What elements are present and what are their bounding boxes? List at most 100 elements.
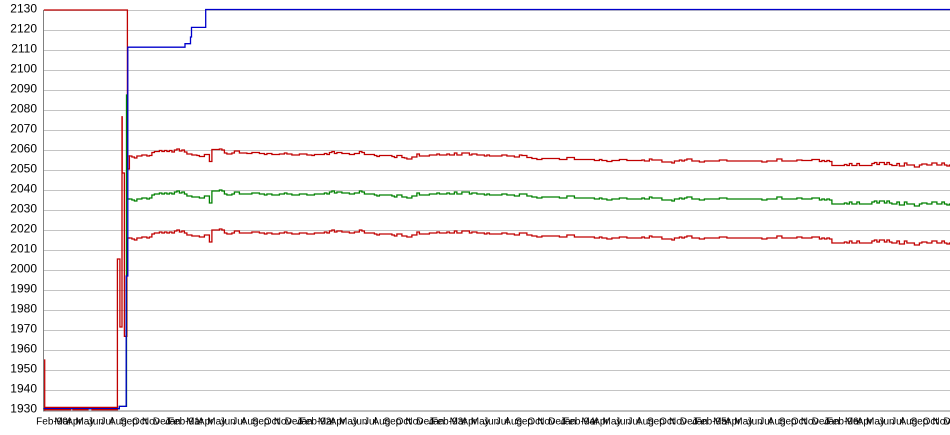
svg-text:Jan: Jan xyxy=(824,417,840,428)
svg-text:Mar: Mar xyxy=(54,417,72,428)
svg-text:Apr: Apr xyxy=(66,417,82,428)
svg-text:Jan: Jan xyxy=(296,417,312,428)
svg-text:2070: 2070 xyxy=(10,122,37,136)
svg-text:Jun: Jun xyxy=(220,417,236,428)
svg-text:2060: 2060 xyxy=(10,142,37,156)
svg-text:2030: 2030 xyxy=(10,202,37,216)
svg-text:Jun: Jun xyxy=(88,417,104,428)
svg-text:Sep: Sep xyxy=(911,417,929,428)
svg-text:Jan: Jan xyxy=(165,417,181,428)
svg-text:May: May xyxy=(75,417,94,428)
svg-text:Jul: Jul xyxy=(759,417,772,428)
svg-text:Jul: Jul xyxy=(628,417,641,428)
svg-text:Apr: Apr xyxy=(857,417,873,428)
svg-text:Jul: Jul xyxy=(101,417,114,428)
svg-text:Oct: Oct xyxy=(132,417,148,428)
svg-text:May: May xyxy=(339,417,358,428)
svg-text:Sep: Sep xyxy=(252,417,270,428)
svg-text:2080: 2080 xyxy=(10,102,37,116)
svg-text:Feb-95: Feb-95 xyxy=(695,417,727,428)
svg-text:Mar: Mar xyxy=(845,417,863,428)
svg-text:Aug: Aug xyxy=(768,417,786,428)
svg-text:Feb-91: Feb-91 xyxy=(168,417,200,428)
svg-text:Jul: Jul xyxy=(232,417,245,428)
svg-text:Oct: Oct xyxy=(791,417,807,428)
svg-text:Dec: Dec xyxy=(680,417,698,428)
svg-text:2130: 2130 xyxy=(10,2,37,16)
svg-text:Mar: Mar xyxy=(186,417,204,428)
svg-text:Aug: Aug xyxy=(900,417,918,428)
svg-text:Aug: Aug xyxy=(241,417,259,428)
svg-text:Oct: Oct xyxy=(396,417,412,428)
svg-text:Oct: Oct xyxy=(659,417,675,428)
svg-text:Apr: Apr xyxy=(461,417,477,428)
svg-text:May: May xyxy=(207,417,226,428)
svg-text:Apr: Apr xyxy=(725,417,741,428)
svg-text:Apr: Apr xyxy=(330,417,346,428)
svg-text:Feb-96: Feb-96 xyxy=(827,417,859,428)
svg-text:Dec: Dec xyxy=(944,417,950,428)
svg-text:Feb-94: Feb-94 xyxy=(563,417,595,428)
svg-text:Mar: Mar xyxy=(713,417,731,428)
svg-text:Jan: Jan xyxy=(560,417,576,428)
svg-text:Apr: Apr xyxy=(198,417,214,428)
svg-text:May: May xyxy=(866,417,885,428)
svg-text:Oct: Oct xyxy=(264,417,280,428)
svg-text:Jan: Jan xyxy=(428,417,444,428)
svg-text:1970: 1970 xyxy=(10,322,37,336)
svg-text:Nov: Nov xyxy=(405,417,423,428)
svg-text:2020: 2020 xyxy=(10,222,37,236)
svg-text:2050: 2050 xyxy=(10,162,37,176)
svg-text:1990: 1990 xyxy=(10,282,37,296)
svg-text:Nov: Nov xyxy=(537,417,555,428)
svg-text:Mar: Mar xyxy=(581,417,599,428)
svg-text:Aug: Aug xyxy=(109,417,127,428)
svg-text:1950: 1950 xyxy=(10,362,37,376)
svg-text:May: May xyxy=(734,417,753,428)
svg-text:Nov: Nov xyxy=(933,417,950,428)
svg-text:Nov: Nov xyxy=(274,417,292,428)
svg-text:Dec: Dec xyxy=(548,417,566,428)
svg-text:1980: 1980 xyxy=(10,302,37,316)
svg-text:Dec: Dec xyxy=(285,417,303,428)
svg-text:Feb-92: Feb-92 xyxy=(300,417,332,428)
svg-text:Dec: Dec xyxy=(812,417,830,428)
svg-text:2010: 2010 xyxy=(10,242,37,256)
svg-text:Nov: Nov xyxy=(142,417,160,428)
svg-text:1940: 1940 xyxy=(10,382,37,396)
svg-text:Jul: Jul xyxy=(496,417,509,428)
svg-text:Sep: Sep xyxy=(515,417,533,428)
svg-text:Jun: Jun xyxy=(483,417,499,428)
svg-text:Mar: Mar xyxy=(450,417,468,428)
svg-text:Jul: Jul xyxy=(891,417,904,428)
svg-text:Jan: Jan xyxy=(692,417,708,428)
svg-text:Jun: Jun xyxy=(878,417,894,428)
svg-text:Dec: Dec xyxy=(416,417,434,428)
svg-text:Mar: Mar xyxy=(318,417,336,428)
svg-text:2100: 2100 xyxy=(10,62,37,76)
svg-text:Aug: Aug xyxy=(504,417,522,428)
svg-text:Aug: Aug xyxy=(373,417,391,428)
svg-text:May: May xyxy=(603,417,622,428)
svg-text:2120: 2120 xyxy=(10,22,37,36)
svg-text:Sep: Sep xyxy=(779,417,797,428)
svg-text:Jul: Jul xyxy=(364,417,377,428)
svg-text:Nov: Nov xyxy=(669,417,687,428)
svg-text:Apr: Apr xyxy=(593,417,609,428)
svg-text:Aug: Aug xyxy=(636,417,654,428)
svg-text:1960: 1960 xyxy=(10,342,37,356)
svg-text:Jun: Jun xyxy=(747,417,763,428)
svg-text:Jun: Jun xyxy=(615,417,631,428)
svg-text:2090: 2090 xyxy=(10,82,37,96)
svg-text:Sep: Sep xyxy=(120,417,138,428)
svg-text:May: May xyxy=(471,417,490,428)
svg-text:2040: 2040 xyxy=(10,182,37,196)
svg-text:Oct: Oct xyxy=(527,417,543,428)
svg-text:1930: 1930 xyxy=(10,402,37,416)
svg-text:Sep: Sep xyxy=(384,417,402,428)
svg-text:Jun: Jun xyxy=(351,417,367,428)
svg-text:Feb-93: Feb-93 xyxy=(431,417,463,428)
svg-text:Nov: Nov xyxy=(801,417,819,428)
svg-text:Feb-90: Feb-90 xyxy=(36,417,68,428)
svg-text:Dec: Dec xyxy=(153,417,171,428)
